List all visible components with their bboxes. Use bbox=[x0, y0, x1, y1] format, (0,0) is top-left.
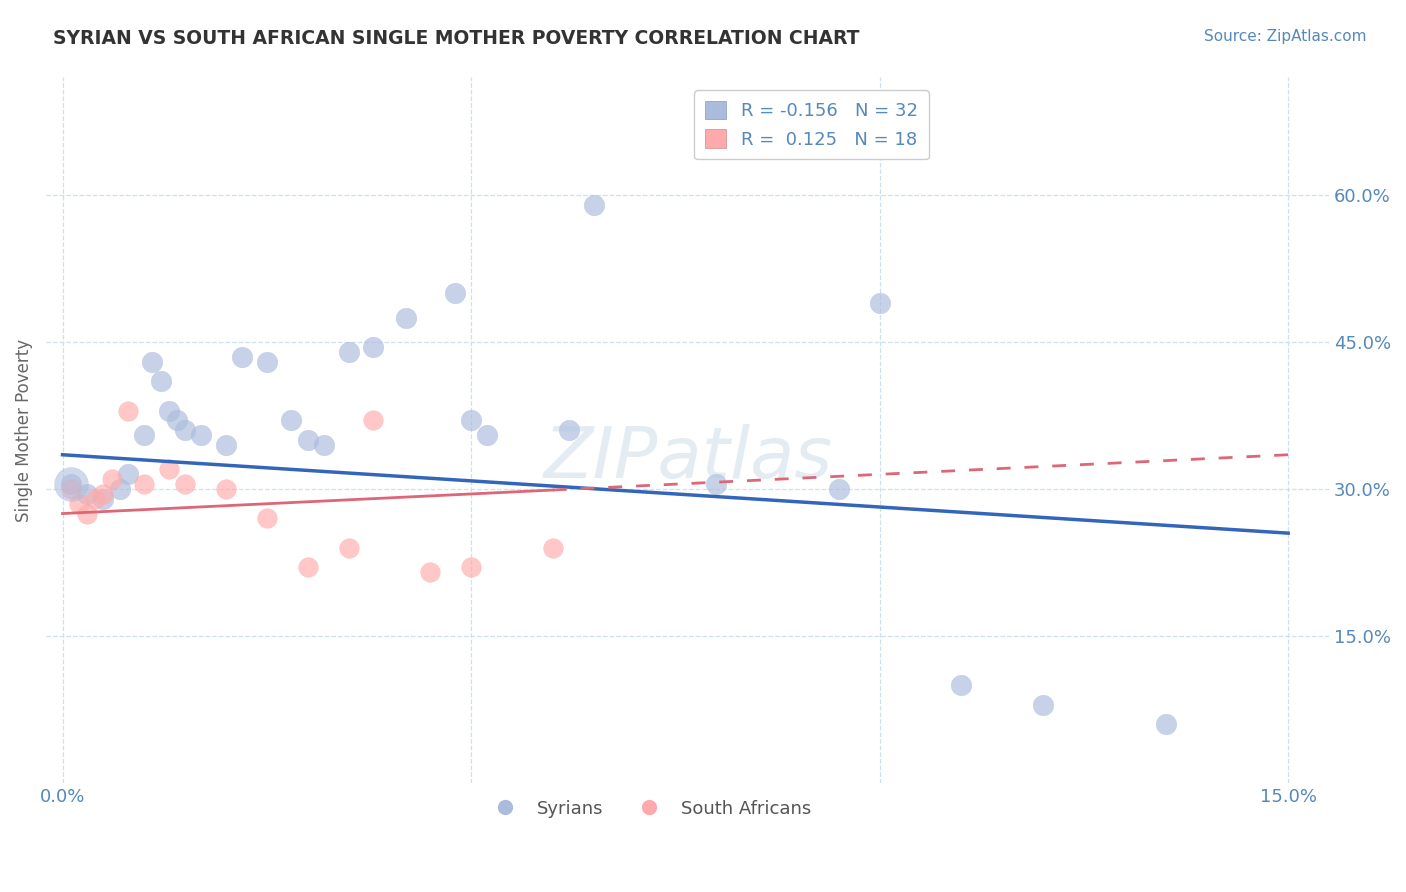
Point bbox=[59, 477, 82, 491]
Point bbox=[174, 423, 197, 437]
Point bbox=[134, 477, 156, 491]
Point bbox=[256, 354, 278, 368]
Text: ZIPatlas: ZIPatlas bbox=[543, 424, 832, 493]
Point bbox=[84, 491, 107, 506]
Point bbox=[215, 438, 238, 452]
Point bbox=[395, 310, 418, 325]
Point bbox=[215, 482, 238, 496]
Point bbox=[76, 487, 98, 501]
Point bbox=[59, 477, 82, 491]
Point bbox=[174, 477, 197, 491]
Point bbox=[67, 497, 90, 511]
Point bbox=[443, 286, 465, 301]
Point bbox=[828, 482, 851, 496]
Point bbox=[704, 477, 727, 491]
Text: SYRIAN VS SOUTH AFRICAN SINGLE MOTHER POVERTY CORRELATION CHART: SYRIAN VS SOUTH AFRICAN SINGLE MOTHER PO… bbox=[53, 29, 860, 47]
Point bbox=[117, 403, 139, 417]
Point bbox=[582, 198, 605, 212]
Text: Source: ZipAtlas.com: Source: ZipAtlas.com bbox=[1204, 29, 1367, 44]
Point bbox=[141, 354, 163, 368]
Y-axis label: Single Mother Poverty: Single Mother Poverty bbox=[15, 339, 32, 522]
Point bbox=[59, 482, 82, 496]
Point bbox=[157, 403, 180, 417]
Point bbox=[460, 560, 482, 574]
Point bbox=[76, 507, 98, 521]
Point bbox=[460, 413, 482, 427]
Point bbox=[231, 350, 253, 364]
Point bbox=[280, 413, 302, 427]
Point bbox=[117, 467, 139, 482]
Point bbox=[166, 413, 188, 427]
Point bbox=[256, 511, 278, 525]
Point bbox=[149, 374, 172, 388]
Legend: Syrians, South Africans: Syrians, South Africans bbox=[479, 792, 818, 825]
Point bbox=[558, 423, 581, 437]
Point bbox=[100, 472, 122, 486]
Point bbox=[190, 428, 212, 442]
Point bbox=[337, 344, 360, 359]
Point bbox=[93, 487, 115, 501]
Point bbox=[361, 340, 384, 354]
Point bbox=[93, 491, 115, 506]
Point bbox=[1032, 698, 1054, 712]
Point bbox=[419, 566, 441, 580]
Point bbox=[477, 428, 499, 442]
Point bbox=[157, 462, 180, 476]
Point bbox=[108, 482, 131, 496]
Point bbox=[134, 428, 156, 442]
Point bbox=[1154, 717, 1177, 731]
Point bbox=[950, 678, 973, 692]
Point bbox=[312, 438, 335, 452]
Point bbox=[361, 413, 384, 427]
Point bbox=[869, 296, 891, 310]
Point bbox=[297, 433, 319, 447]
Point bbox=[297, 560, 319, 574]
Point bbox=[337, 541, 360, 555]
Point bbox=[541, 541, 564, 555]
